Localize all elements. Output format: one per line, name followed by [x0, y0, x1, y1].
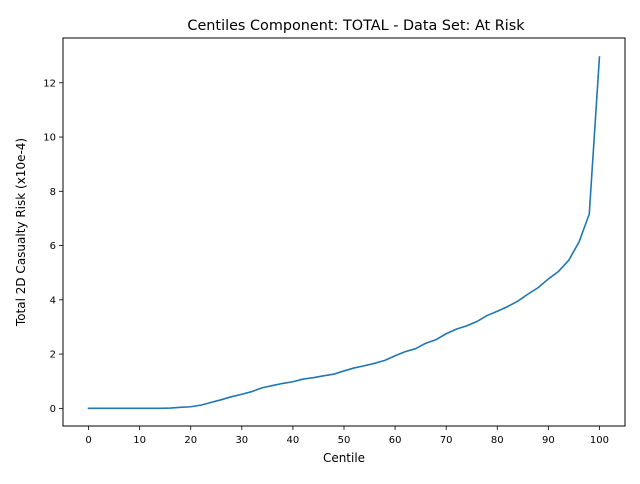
- y-axis: 0 2 4 6 8 10 12: [43, 78, 63, 415]
- y-tick-label: 2: [50, 350, 56, 361]
- x-tick-label: 50: [338, 435, 351, 446]
- x-tick-label: 20: [184, 435, 197, 446]
- x-axis-label: Centile: [323, 451, 365, 465]
- x-tick-label: 60: [389, 435, 402, 446]
- y-tick-label: 10: [43, 133, 56, 144]
- y-tick-label: 8: [50, 187, 56, 198]
- x-tick-label: 10: [133, 435, 146, 446]
- x-tick-label: 90: [542, 435, 555, 446]
- plot-frame: [62, 37, 626, 427]
- plot-area: [87, 56, 601, 410]
- y-tick-label: 6: [50, 241, 56, 252]
- series-line: [87, 56, 601, 410]
- y-axis-label: Total 2D Casualty Risk (x10e-4): [14, 138, 28, 327]
- x-tick-label: 30: [235, 435, 248, 446]
- y-tick-label: 12: [43, 78, 56, 89]
- x-tick-label: 100: [590, 435, 609, 446]
- x-tick-label: 0: [85, 435, 91, 446]
- x-tick-label: 40: [287, 435, 300, 446]
- x-tick-label: 80: [491, 435, 504, 446]
- x-tick-label: 70: [440, 435, 453, 446]
- y-tick-label: 4: [50, 295, 56, 306]
- chart-title: Centiles Component: TOTAL - Data Set: At…: [187, 18, 525, 34]
- x-axis: 0 10 20 30 40 50 60 70 80 90 100: [85, 426, 609, 446]
- y-tick-label: 0: [50, 404, 56, 415]
